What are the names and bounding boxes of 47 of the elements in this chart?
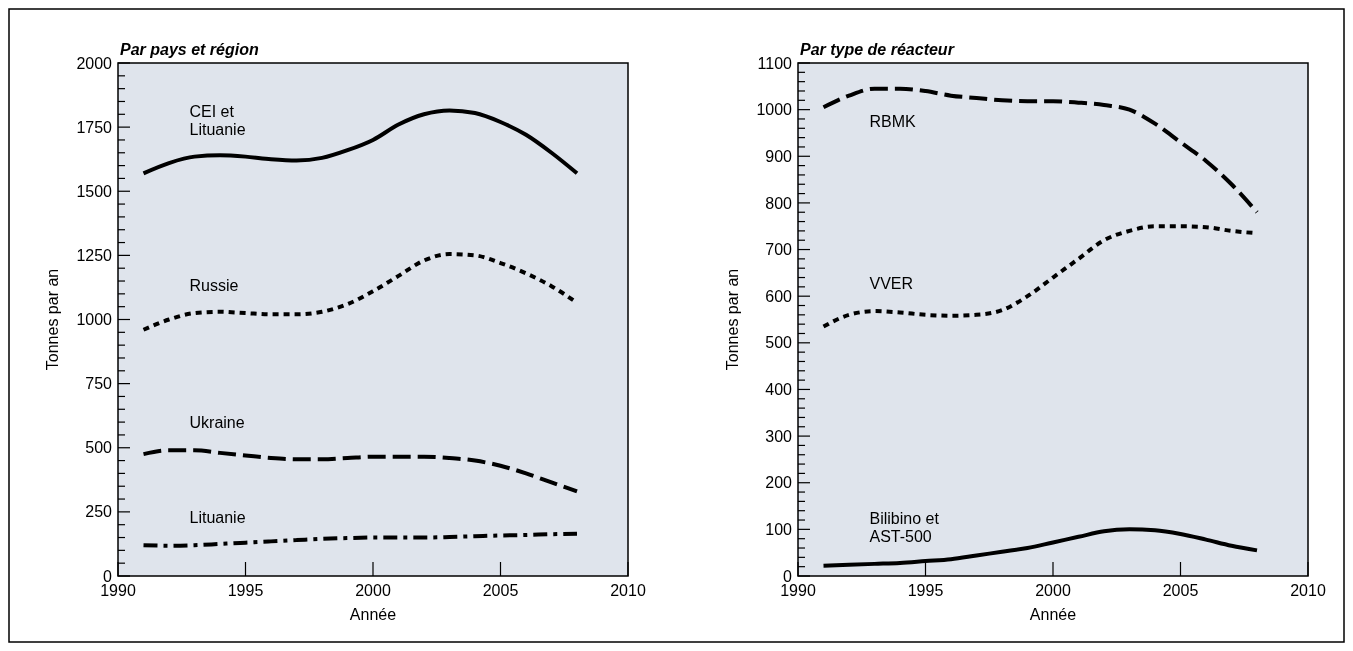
y-tick-label: 400 [765, 381, 793, 399]
y-tick-label: 750 [85, 375, 113, 393]
x-tick-label: 1995 [227, 582, 264, 599]
x-tick-label: 2010 [1290, 582, 1326, 599]
chart-title: Par pays et région [120, 41, 259, 58]
y-tick-label: 1250 [76, 246, 113, 264]
y-axis-title: Tonnes par an [44, 268, 61, 371]
y-tick-label: 1500 [76, 182, 113, 200]
y-tick-label: 2000 [76, 54, 113, 72]
series-label: VVER [869, 275, 914, 293]
chart-title: Par type de réacteur [800, 41, 955, 58]
x-tick-label: 1990 [780, 582, 816, 599]
y-tick-label: 1750 [76, 118, 113, 136]
y-tick-label: 250 [85, 503, 113, 521]
x-tick-label: 2005 [1162, 582, 1199, 599]
series-label: RBMK [869, 112, 917, 130]
series-label: Russie [189, 277, 239, 295]
x-tick-label: 1990 [100, 582, 136, 599]
y-tick-label: 1100 [757, 54, 793, 72]
y-tick-label: 500 [85, 439, 113, 457]
y-tick-label: 300 [765, 427, 793, 445]
y-tick-label: 700 [765, 241, 793, 259]
line-series [821, 86, 1259, 215]
y-tick-label: 600 [765, 287, 793, 305]
x-tick-label: 2000 [1035, 582, 1071, 599]
series-label: Lituanie [189, 509, 246, 527]
y-tick-label: 1000 [76, 311, 113, 329]
y-tick-label: 800 [765, 194, 793, 212]
x-axis-title: Année [349, 606, 397, 623]
y-tick-label: 100 [765, 520, 793, 538]
line-series [141, 531, 579, 548]
x-tick-label: 2010 [610, 582, 646, 599]
y-tick-label: 1000 [756, 101, 793, 119]
x-tick-label: 1995 [907, 582, 944, 599]
line-series [141, 448, 579, 494]
x-tick-label: 2005 [482, 582, 519, 599]
y-axis-title: Tonnes par an [724, 268, 741, 371]
y-tick-label: 200 [765, 474, 793, 492]
y-tick-label: 0 [103, 567, 113, 585]
series-label: Ukraine [189, 414, 245, 432]
x-axis-title: Année [1029, 606, 1077, 623]
x-tick-label: 2000 [355, 582, 391, 599]
y-tick-label: 900 [765, 147, 793, 165]
series-label: CEI et Lituanie [189, 102, 246, 138]
series-label: Bilibino et AST-500 [869, 509, 940, 545]
y-tick-label: 0 [783, 567, 793, 585]
y-tick-label: 500 [765, 334, 793, 352]
